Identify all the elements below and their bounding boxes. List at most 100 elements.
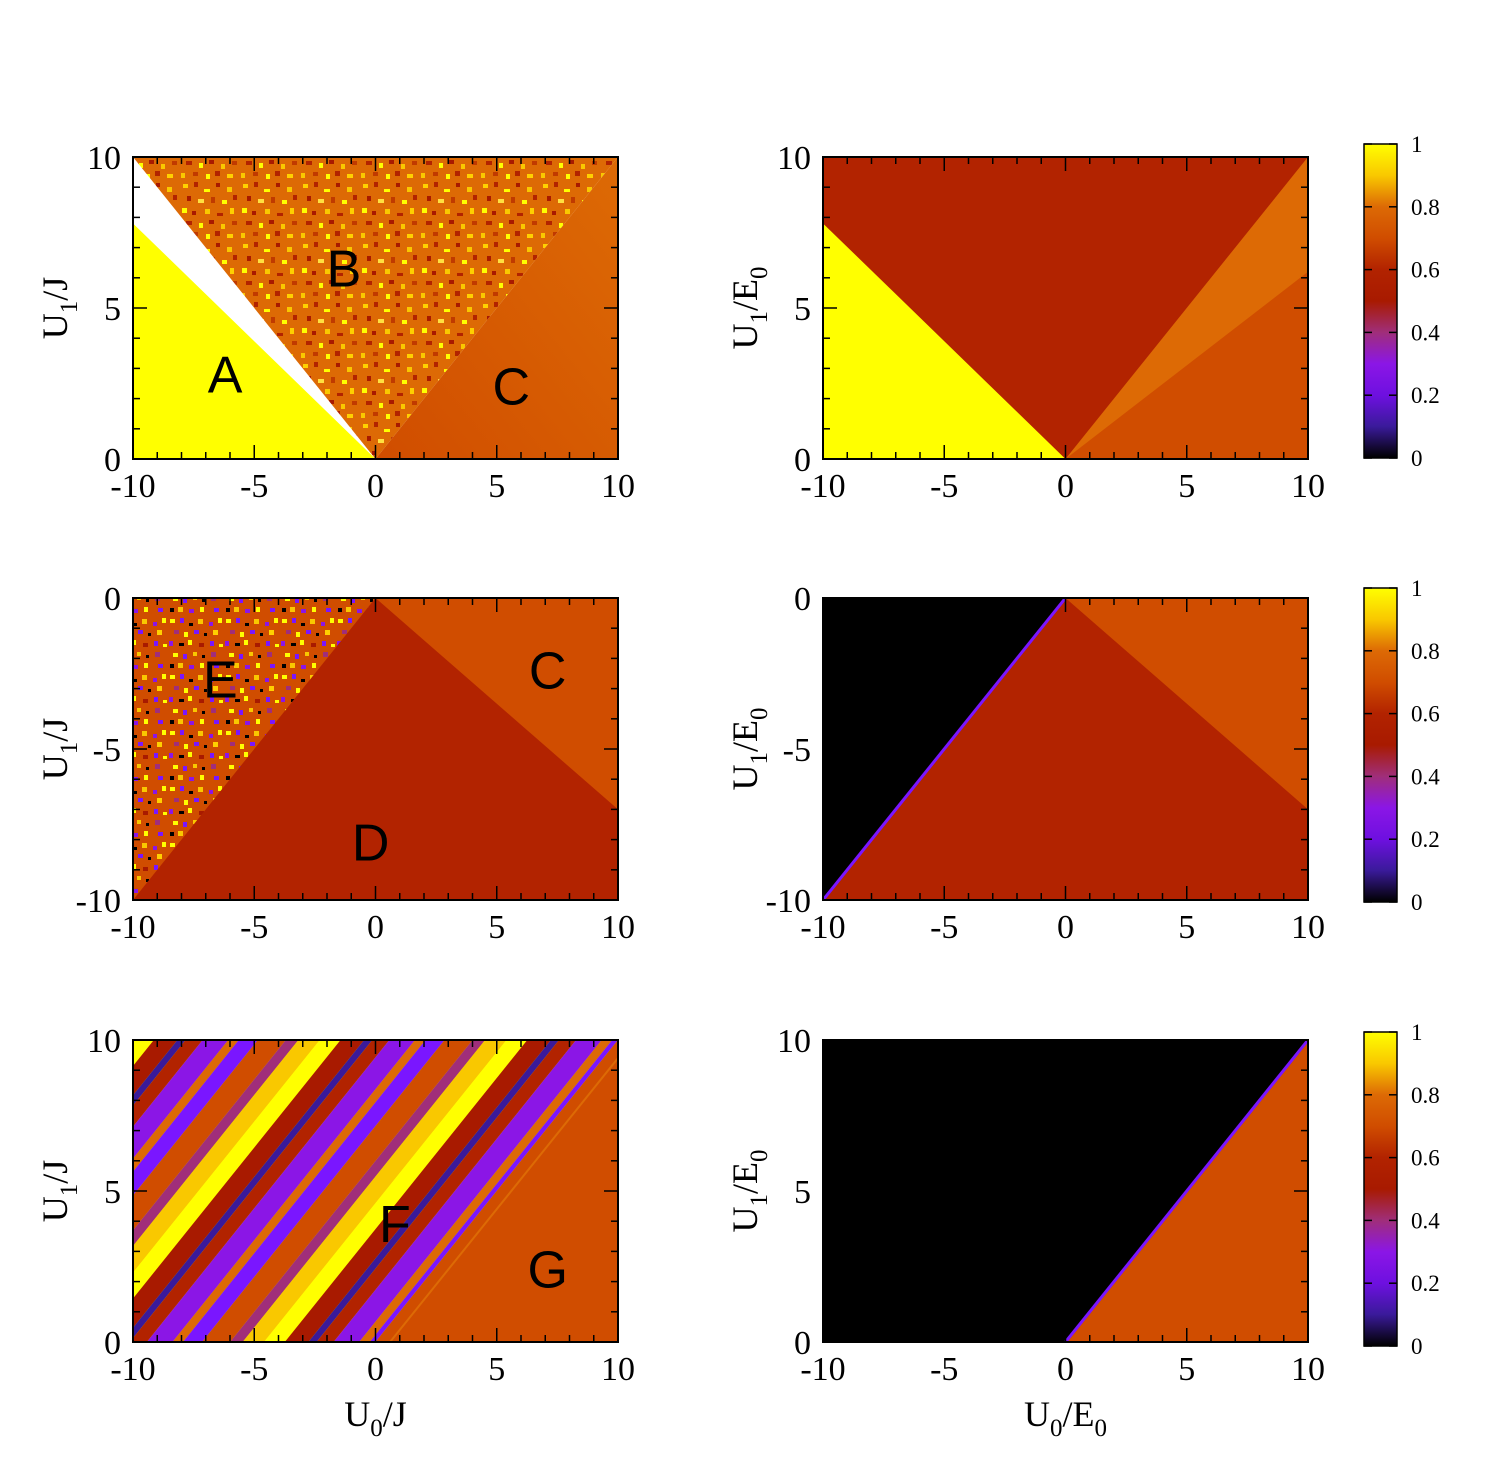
colorbar-tick-label: 0.2 (1411, 827, 1440, 852)
y-axis-label: U1/E0 (725, 267, 773, 350)
stripe (133, 1040, 178, 1096)
stripe (133, 1040, 373, 1339)
heatmap-bottom-left: -10 -5 0 5 10 0 5 10 U1/J U0/J F G (35, 1023, 635, 1442)
colorbar-tick-label: 0 (1411, 1334, 1423, 1359)
y-tick-label: 0 (104, 1325, 121, 1362)
x-tick-label: -5 (240, 1351, 268, 1388)
y-axis-label: U1/J (35, 1160, 83, 1223)
region-lower-right-band (1065, 157, 1308, 459)
boundary-line (1064, 1040, 1308, 1342)
stripe (146, 1040, 416, 1342)
stripe (133, 1040, 341, 1299)
colorbar-gradient (1363, 1031, 1398, 1347)
colorbar-1: 0 0.2 0.4 0.6 0.8 1 (1363, 132, 1440, 471)
colorbar-gradient (1363, 587, 1398, 903)
stripe (284, 1040, 551, 1342)
x-tick-label: 10 (1291, 468, 1325, 505)
x-tick-label: 5 (488, 1351, 505, 1388)
heatmap-middle-left: -10 -5 0 5 10 -10 -5 0 U1/J E C D (35, 581, 635, 946)
colorbar-tick-label: 0 (1411, 446, 1423, 471)
y-tick-label: 10 (87, 140, 121, 177)
x-tick-label: 5 (1178, 909, 1195, 946)
x-tick-label: -5 (240, 468, 268, 505)
y-tick-label: 5 (794, 1174, 811, 1211)
tick-marks (132, 597, 619, 901)
x-tick-label: 0 (367, 1351, 384, 1388)
x-tick-label: 10 (601, 1351, 635, 1388)
boundary-line (389, 1056, 618, 1342)
colorbar-2: 0 0.2 0.4 0.6 0.8 1 (1363, 576, 1440, 915)
y-tick-label: 10 (777, 140, 811, 177)
x-tick-label: 10 (601, 909, 635, 946)
stripe (230, 1040, 486, 1342)
region-label-G: G (527, 1242, 567, 1300)
x-tick-label: 5 (488, 909, 505, 946)
region-upper-right (1065, 598, 1308, 810)
y-tick-label: 0 (104, 442, 121, 479)
x-axis-label: U0/J (344, 1394, 407, 1442)
boundary-line (823, 598, 1067, 900)
stripe (133, 1040, 239, 1172)
x-tick-label: 0 (1057, 1351, 1074, 1388)
y-tick-label: -10 (76, 883, 121, 920)
x-tick-label: 5 (1178, 468, 1195, 505)
x-tick-label: 0 (367, 468, 384, 505)
region-label-F: F (379, 1196, 411, 1254)
region-label-B: B (327, 241, 362, 299)
colorbar-tick-label: 0.6 (1411, 702, 1440, 727)
colorbar-tick-label: 0.4 (1411, 320, 1440, 345)
colorbar-tick-label: 1 (1411, 1020, 1423, 1045)
x-tick-label: -10 (110, 468, 155, 505)
stripe (133, 1040, 258, 1196)
x-tick-label: 5 (1178, 1351, 1195, 1388)
colorbar-tick-label: 0 (1411, 890, 1423, 915)
heatmap-top-left: -10 -5 0 5 10 0 5 10 U1/J A B C (35, 140, 635, 505)
x-tick-label: -5 (930, 468, 958, 505)
region-A (133, 223, 376, 459)
region-B (133, 157, 618, 459)
tick-marks (822, 156, 1309, 460)
x-axis-label: U0/E0 (1024, 1394, 1107, 1442)
y-tick-label: 10 (87, 1023, 121, 1060)
y-tick-label: 0 (104, 581, 121, 618)
x-tick-label: 0 (1057, 909, 1074, 946)
y-tick-label: 5 (794, 291, 811, 328)
stripe (133, 1040, 390, 1342)
x-tick-label: -10 (800, 468, 845, 505)
y-axis-label: U1/E0 (725, 708, 773, 791)
x-tick-label: 0 (367, 909, 384, 946)
region-label-C: C (493, 359, 531, 417)
region-G (375, 1040, 618, 1342)
y-axis-label: U1/E0 (725, 1150, 773, 1233)
colorbar-gradient (1363, 143, 1398, 459)
region-E (133, 598, 376, 900)
tick-marks (822, 597, 1309, 901)
y-tick-label: -5 (93, 732, 121, 769)
tick-marks (822, 1039, 1309, 1343)
y-tick-label: 5 (104, 291, 121, 328)
y-tick-label: 10 (777, 1023, 811, 1060)
colorbar-tick-label: 0.2 (1411, 383, 1440, 408)
x-tick-label: 10 (1291, 1351, 1325, 1388)
x-tick-label: -10 (110, 909, 155, 946)
x-tick-label: -10 (800, 909, 845, 946)
tick-marks (132, 156, 619, 460)
y-tick-label: 0 (794, 1325, 811, 1362)
region-C (375, 157, 618, 459)
colorbar-tick-label: 0.8 (1411, 195, 1440, 220)
x-tick-label: 10 (601, 468, 635, 505)
stripe (133, 1040, 229, 1159)
heatmap-bottom-right: -10 -5 0 5 10 0 5 10 U1/E0 U0/E0 (725, 1023, 1325, 1442)
colorbar-tick-label: 1 (1411, 576, 1423, 601)
stripe (369, 1040, 618, 1342)
region-label-E: E (203, 652, 238, 710)
stripe (202, 1040, 473, 1342)
colorbar-3: 0 0.2 0.4 0.6 0.8 1 (1363, 1020, 1440, 1359)
region-label-A: A (208, 346, 243, 404)
x-tick-label: 0 (1057, 468, 1074, 505)
stripe (133, 1040, 140, 1048)
heatmap-middle-right: -10 -5 0 5 10 -10 -5 0 U1/E0 (725, 581, 1325, 946)
colorbar-tick-label: 0.8 (1411, 639, 1440, 664)
stripe (316, 1040, 577, 1342)
